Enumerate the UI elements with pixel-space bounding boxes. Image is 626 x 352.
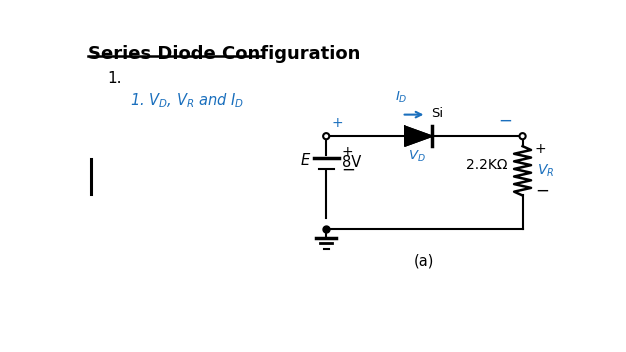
Text: +: + — [342, 145, 353, 159]
Text: +: + — [535, 142, 546, 156]
Circle shape — [323, 133, 329, 139]
Text: E: E — [301, 152, 310, 168]
Text: 1. $V_D$, $V_R$ and $I_D$: 1. $V_D$, $V_R$ and $I_D$ — [130, 92, 244, 110]
Text: (a): (a) — [414, 253, 434, 268]
Text: $I_D$: $I_D$ — [396, 89, 408, 105]
Text: +: + — [331, 116, 343, 130]
Circle shape — [520, 133, 526, 139]
Text: $V_R$: $V_R$ — [537, 163, 555, 179]
Text: 1.: 1. — [108, 71, 122, 86]
Text: −: − — [342, 161, 356, 179]
Text: Series Diode Configuration: Series Diode Configuration — [88, 45, 360, 63]
Text: $V_D$: $V_D$ — [408, 149, 426, 164]
Text: −: − — [499, 112, 513, 130]
Text: 2.2KΩ: 2.2KΩ — [466, 158, 508, 172]
Text: 8V: 8V — [342, 155, 362, 170]
Polygon shape — [405, 126, 433, 146]
Text: Si: Si — [431, 107, 443, 120]
Text: −: − — [535, 182, 549, 200]
